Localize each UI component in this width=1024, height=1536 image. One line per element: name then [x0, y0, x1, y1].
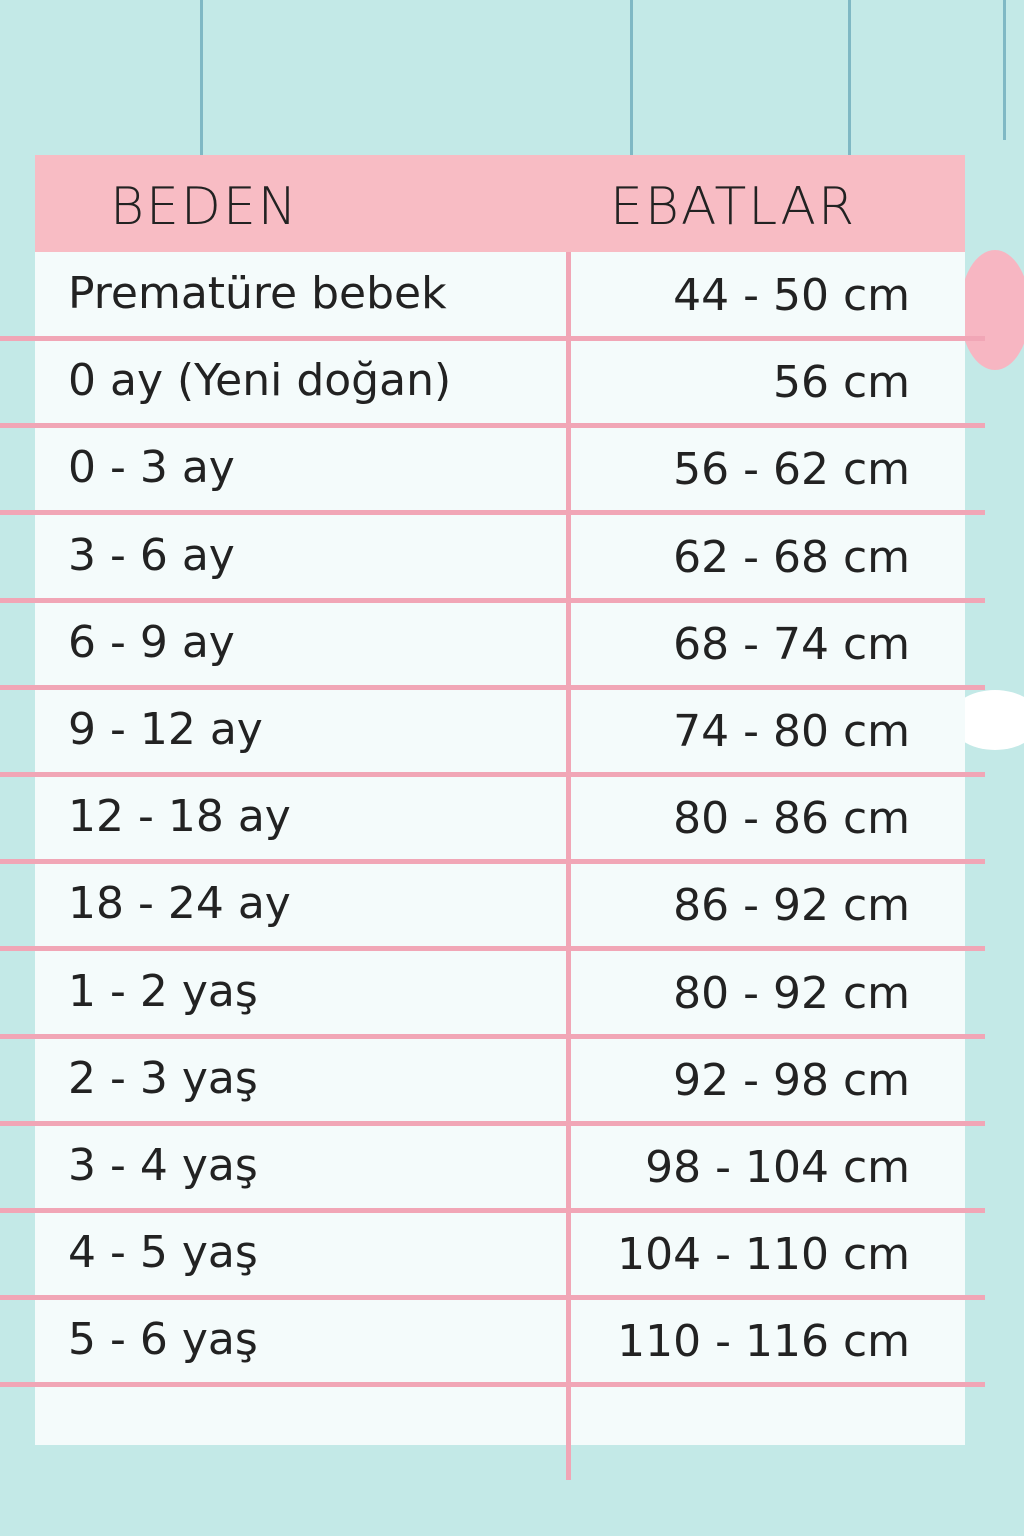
table-row: 9 - 12 ay 74 - 80 cm: [0, 690, 1024, 777]
hanging-string: [848, 0, 851, 155]
decoration-bib: [960, 250, 1024, 370]
table-row: 5 - 6 yaş 110 - 116 cm: [0, 1300, 1024, 1388]
header-measure: EBATLAR: [610, 177, 857, 237]
size-cell: 1 - 2 yaş: [68, 965, 258, 1017]
size-table: [35, 155, 965, 1445]
measure-cell: 44 - 50 cm: [673, 270, 910, 321]
measure-cell: 80 - 86 cm: [673, 793, 910, 845]
table-row: 0 - 3 ay 56 - 62 cm: [0, 428, 1024, 516]
table-row: 18 - 24 ay 86 - 92 cm: [0, 864, 1024, 952]
size-cell: 3 - 4 yaş: [68, 1140, 258, 1191]
hanging-string: [630, 0, 633, 155]
hanging-string: [1003, 0, 1006, 140]
row-line: [0, 684, 985, 690]
measure-cell: 68 - 74 cm: [673, 618, 910, 670]
row-line: [0, 510, 985, 516]
row-line: [0, 1208, 985, 1213]
measure-cell: 92 - 98 cm: [673, 1054, 910, 1106]
row-line: [0, 946, 985, 952]
size-cell: 0 - 3 ay: [68, 442, 235, 494]
size-cell: 6 - 9 ay: [68, 616, 235, 668]
table-row: 4 - 5 yaş 104 - 110 cm: [0, 1213, 1024, 1301]
size-cell: Prematüre bebek: [68, 268, 447, 319]
row-line: [0, 1382, 985, 1388]
table-row: 6 - 9 ay 68 - 74 cm: [0, 603, 1024, 690]
table-row: 0 ay (Yeni doğan) 56 cm: [0, 341, 1024, 429]
table-row: 3 - 6 ay 62 - 68 cm: [0, 516, 1024, 603]
row-line: [0, 597, 985, 603]
size-cell: 12 - 18 ay: [68, 791, 291, 843]
measure-cell: 98 - 104 cm: [645, 1142, 910, 1193]
hanging-string: [200, 0, 203, 155]
measure-cell: 56 cm: [772, 357, 910, 409]
row-line: [0, 423, 985, 429]
row-line: [0, 1295, 985, 1301]
table-row: 1 - 2 yaş 80 - 92 cm: [0, 952, 1024, 1039]
row-line: [0, 859, 985, 865]
table-header: BEDEN EBATLAR: [35, 155, 965, 252]
header-size: BEDEN: [110, 177, 299, 237]
row-line: [0, 1033, 985, 1039]
measure-cell: 86 - 92 cm: [673, 880, 910, 932]
table-row: 3 - 4 yaş 98 - 104 cm: [0, 1126, 1024, 1213]
row-line: [0, 772, 985, 777]
table-row: Prematüre bebek 44 - 50 cm: [0, 254, 1024, 341]
measure-cell: 104 - 110 cm: [617, 1229, 910, 1281]
size-cell: 5 - 6 yaş: [68, 1314, 258, 1366]
measure-cell: 62 - 68 cm: [673, 531, 910, 583]
size-cell: 0 ay (Yeni doğan): [68, 355, 452, 407]
measure-cell: 80 - 92 cm: [673, 967, 910, 1019]
table-row: 2 - 3 yaş 92 - 98 cm: [0, 1039, 1024, 1126]
size-cell: 3 - 6 ay: [68, 529, 235, 581]
measure-cell: 74 - 80 cm: [673, 706, 910, 757]
row-line: [0, 1120, 985, 1126]
size-cell: 18 - 24 ay: [68, 878, 291, 930]
measure-cell: 110 - 116 cm: [617, 1316, 910, 1368]
size-cell: 2 - 3 yaş: [68, 1052, 258, 1104]
row-line: [0, 336, 985, 341]
table-row: 12 - 18 ay 80 - 86 cm: [0, 777, 1024, 865]
measure-cell: 56 - 62 cm: [673, 444, 910, 496]
size-cell: 9 - 12 ay: [68, 704, 263, 755]
column-divider: [566, 252, 571, 1480]
size-cell: 4 - 5 yaş: [68, 1227, 258, 1279]
